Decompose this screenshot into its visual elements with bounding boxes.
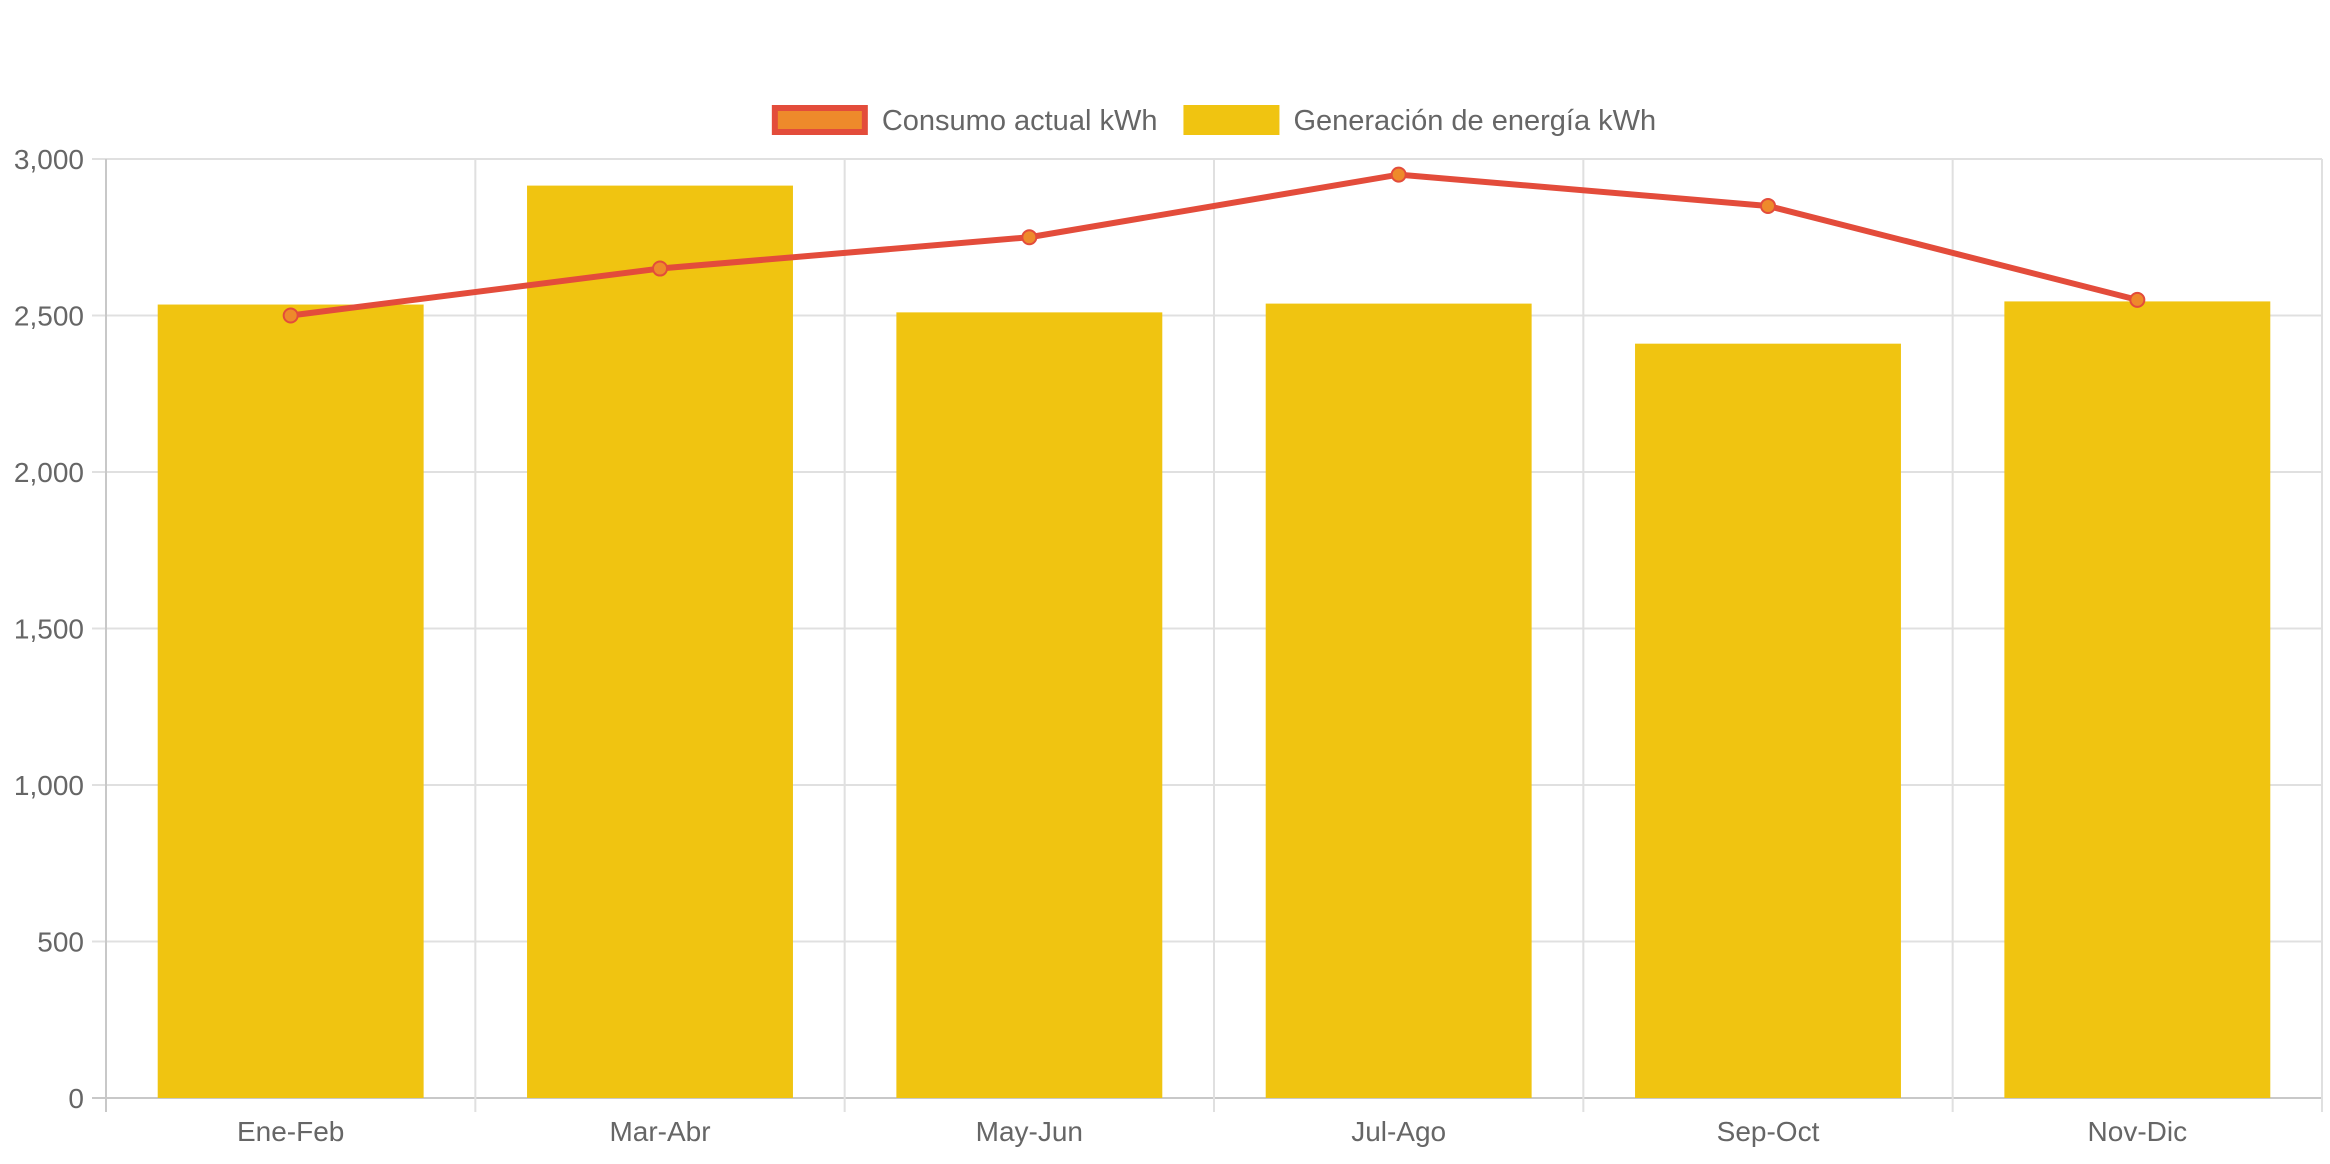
bar-series (157, 185, 2271, 1099)
y-tick-label: 3,000 (14, 144, 84, 175)
line-point-nov-dic[interactable] (2129, 291, 2146, 308)
legend-item-consumo-actual-kwh[interactable]: Consumo actual kWh (771, 105, 1158, 137)
legend-label: Consumo actual kWh (882, 105, 1158, 137)
line-point-may-jun[interactable] (1021, 229, 1038, 246)
bar-may-jun[interactable] (896, 312, 1163, 1098)
grid-lines (92, 158, 2323, 1112)
y-tick-label: 1,500 (14, 614, 84, 645)
legend-swatch (771, 105, 868, 135)
legend-label: Generación de energía kWh (1293, 105, 1656, 137)
bar-jul-ago[interactable] (1265, 303, 1532, 1099)
x-tick-label: Jul-Ago (1351, 1116, 1446, 1147)
legend-item-generacion-de-energia-kwh[interactable]: Generación de energía kWh (1183, 105, 1656, 137)
line-point-mar-abr[interactable] (652, 260, 668, 277)
x-tick-label: May-Jun (976, 1116, 1083, 1147)
axes: 0 500 1,000 1,500 2,000 2,500 3,000 Ene-Feb Mar-… (14, 144, 2187, 1147)
line-series (282, 166, 2146, 324)
line-point-ene-feb[interactable] (282, 307, 299, 324)
y-tick-label: 1,000 (14, 770, 84, 801)
bar-sep-oct[interactable] (1635, 343, 1901, 1098)
bar-ene-feb[interactable] (157, 304, 424, 1098)
x-tick-label: Nov-Dic (2088, 1116, 2188, 1147)
bar-mar-abr[interactable] (527, 185, 793, 1099)
line-point-sep-oct[interactable] (1760, 197, 1776, 214)
legend: Consumo actual kWh Generación de energía … (771, 105, 1656, 137)
y-tick-label: 2,000 (14, 457, 84, 488)
y-tick-label: 500 (37, 927, 84, 958)
x-tick-label: Ene-Feb (237, 1116, 344, 1147)
x-tick-label: Sep-Oct (1717, 1116, 1820, 1147)
legend-swatch (1183, 105, 1280, 135)
x-tick-label: Mar-Abr (609, 1116, 710, 1147)
consumption-line (287, 171, 2141, 319)
bar-nov-dic[interactable] (2004, 301, 2271, 1098)
y-tick-label: 0 (68, 1083, 84, 1114)
y-tick-label: 2,500 (14, 301, 84, 332)
line-point-jul-ago[interactable] (1390, 166, 1407, 183)
